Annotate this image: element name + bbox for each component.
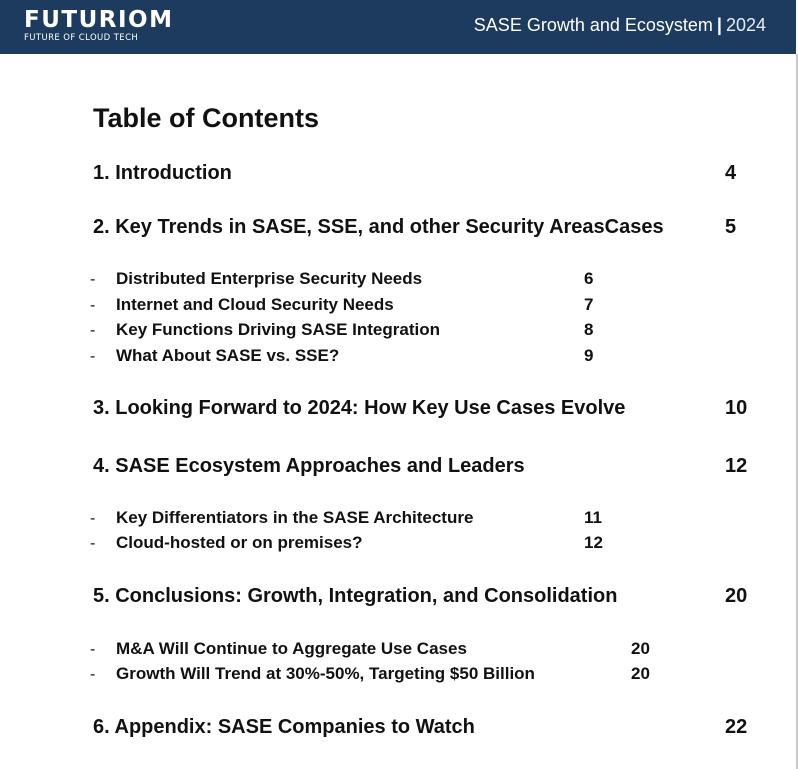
toc-subsection-2-2[interactable]: Internet and Cloud Security Needs — [116, 295, 394, 314]
report-title: SASE Growth and Ecosystem | 2024 — [474, 14, 766, 36]
toc-section-6-page: 22 — [725, 716, 748, 738]
toc-subsection-2-4-page: 9 — [584, 346, 594, 365]
toc-sub-bullet: - — [90, 535, 96, 552]
toc-sub-bullet: - — [90, 322, 96, 339]
toc-subsection-5-1[interactable]: M&A Will Continue to Aggregate Use Cases — [116, 639, 467, 658]
toc-title: Table of Contents — [93, 103, 319, 133]
toc-sub-bullet: - — [90, 348, 96, 365]
toc-subsection-4-1[interactable]: Key Differentiators in the SASE Architec… — [116, 508, 474, 527]
toc-section-5[interactable]: 5. Conclusions: Growth, Integration, and… — [93, 585, 618, 607]
toc-section-2[interactable]: 2. Key Trends in SASE, SSE, and other Se… — [93, 216, 664, 238]
toc-subsection-2-3[interactable]: Key Functions Driving SASE Integration — [116, 320, 440, 339]
page-header: FUTURIOM FUTURE OF CLOUD TECH SASE Growt… — [0, 0, 796, 54]
toc-sub-bullet: - — [90, 271, 96, 288]
title-separator: | — [716, 15, 722, 35]
toc-subsection-2-1-page: 6 — [584, 269, 594, 288]
toc-sub-bullet: - — [90, 641, 96, 658]
toc-subsection-4-1-page: 11 — [584, 508, 602, 527]
report-year: 2024 — [725, 15, 766, 35]
toc-section-4[interactable]: 4. SASE Ecosystem Approaches and Leaders — [93, 455, 525, 477]
toc-subsection-2-4[interactable]: What About SASE vs. SSE? — [116, 346, 340, 365]
toc-section-3[interactable]: 3. Looking Forward to 2024: How Key Use … — [93, 397, 626, 419]
toc-subsection-4-2-page: 12 — [584, 533, 603, 552]
toc-sub-bullet: - — [90, 297, 96, 314]
toc-section-1-page: 4 — [725, 162, 737, 184]
toc-sub-bullet: - — [90, 666, 96, 683]
toc-subsection-5-2[interactable]: Growth Will Trend at 30%-50%, Targeting … — [116, 664, 535, 683]
toc-subsection-2-2-page: 7 — [584, 295, 594, 314]
toc-section-1[interactable]: 1. Introduction — [93, 162, 232, 184]
toc-subsection-2-1[interactable]: Distributed Enterprise Security Needs — [116, 269, 423, 288]
toc-section-3-page: 10 — [725, 397, 748, 419]
report-title-text: SASE Growth and Ecosystem — [473, 15, 713, 35]
toc-subsection-5-2-page: 20 — [631, 664, 650, 683]
toc-section-4-page: 12 — [725, 455, 748, 477]
toc-section-6[interactable]: 6. Appendix: SASE Companies to Watch — [93, 716, 475, 738]
toc-subsection-2-3-page: 8 — [584, 320, 594, 339]
toc-section-5-page: 20 — [725, 585, 748, 607]
futuriom-logo: FUTURIOM FUTURE OF CLOUD TECH — [24, 8, 173, 43]
toc-subsection-4-2[interactable]: Cloud-hosted or on premises? — [116, 533, 363, 552]
toc-section-2-page: 5 — [725, 216, 737, 238]
toc-subsection-5-1-page: 20 — [631, 639, 650, 658]
toc-sub-bullet: - — [90, 510, 96, 527]
page-edge-divider — [796, 54, 798, 769]
logo-wordmark: FUTURIOM — [24, 7, 174, 33]
logo-tagline: FUTURE OF CLOUD TECH — [24, 33, 139, 43]
